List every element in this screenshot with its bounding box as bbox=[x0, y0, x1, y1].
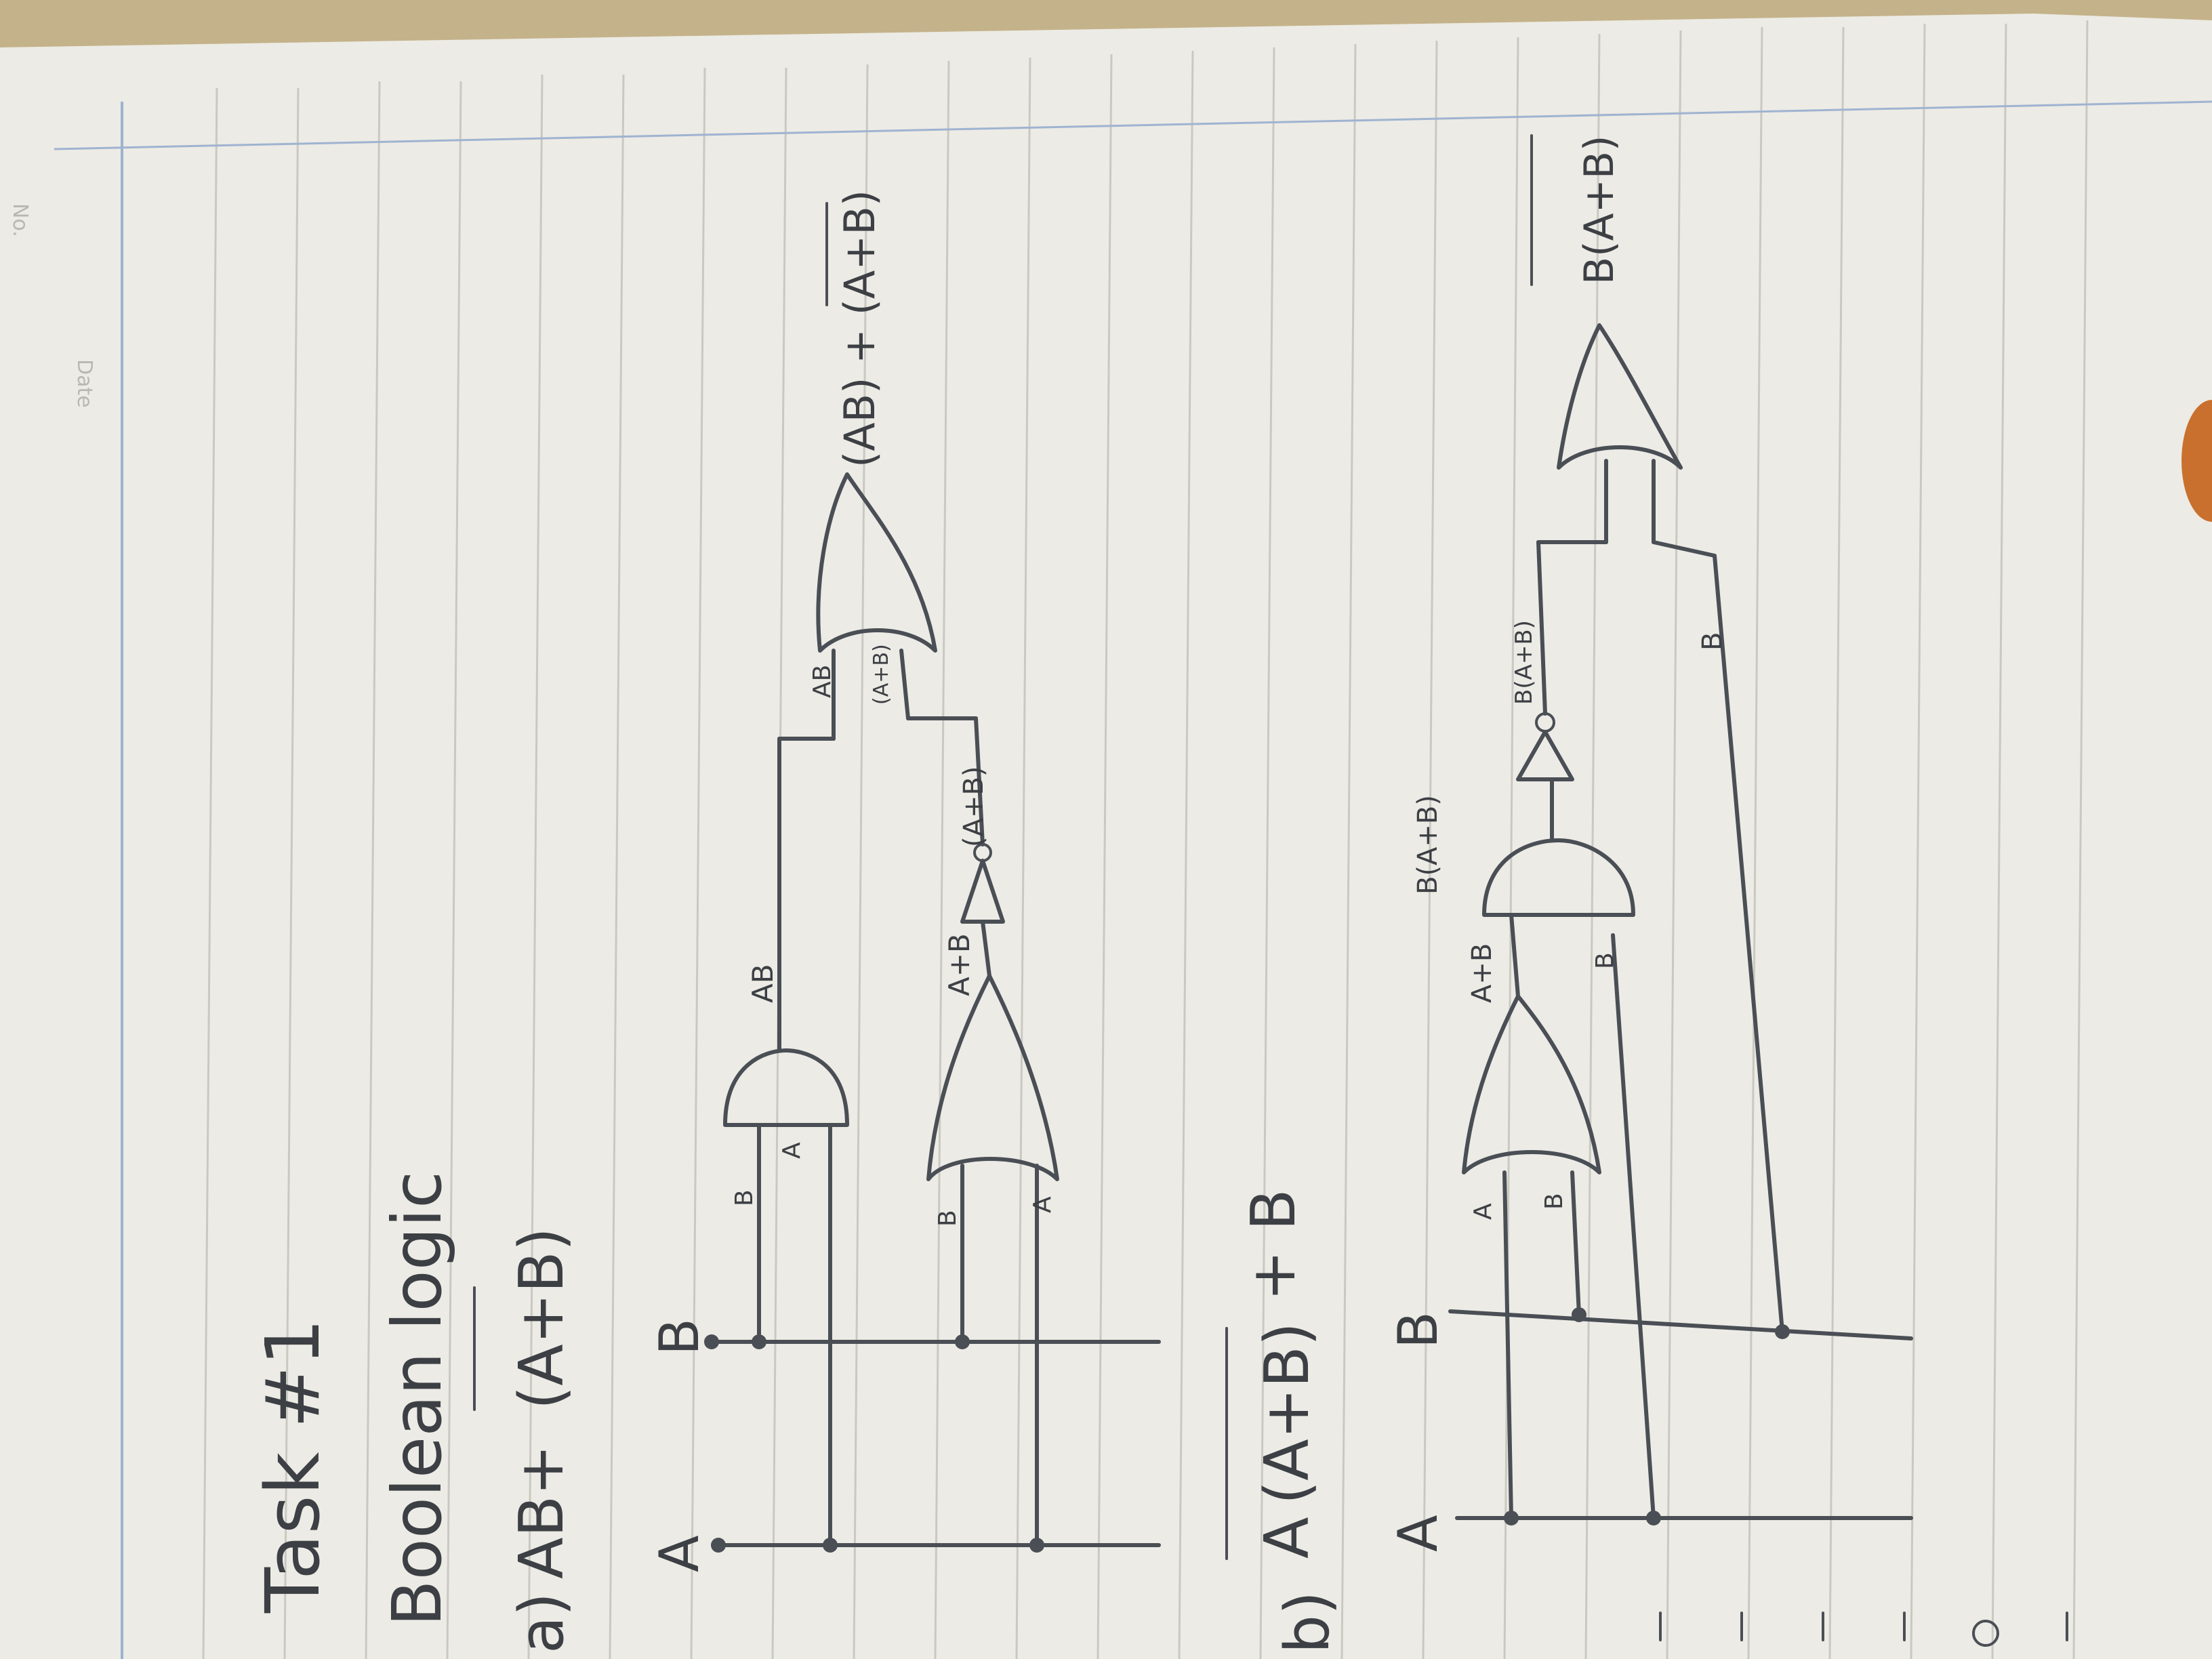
part-b-wire bbox=[1611, 933, 1656, 1520]
part-b-rail-b bbox=[1448, 1309, 1913, 1340]
part-a-input-b-label: B bbox=[648, 1318, 711, 1355]
part-b-expr-suffix: + B bbox=[1238, 1189, 1309, 1301]
part-a-or-output-label: A+B bbox=[943, 933, 976, 996]
part-b-final-in-b: B bbox=[1697, 632, 1728, 651]
part-b-and-in-b: B bbox=[1591, 952, 1619, 969]
part-a-final-in-ab: AB bbox=[808, 665, 836, 698]
part-b-wire bbox=[1502, 1170, 1513, 1520]
part-a-and-in-b: B bbox=[731, 1189, 758, 1206]
part-a-and-in-a: A bbox=[778, 1142, 806, 1159]
part-b-or-gate bbox=[1462, 994, 1601, 1174]
part-b-label: b) bbox=[1272, 1591, 1343, 1654]
part-a-wire bbox=[899, 649, 910, 720]
part-a-or-in-b: B bbox=[934, 1210, 962, 1227]
part-b-or-in-a: A bbox=[1469, 1203, 1497, 1220]
ruled-lines bbox=[202, 20, 2089, 1659]
part-b-wire bbox=[1652, 540, 1717, 558]
part-a-node-a bbox=[711, 1538, 726, 1553]
part-b-or-out-wire bbox=[1509, 913, 1520, 998]
part-a-expr-prefix: AB+ bbox=[506, 1444, 577, 1579]
part-a-input-a-label: A bbox=[648, 1535, 711, 1572]
orange-object bbox=[2182, 400, 2212, 522]
part-a-expr-overbar: (A+B) bbox=[506, 1227, 577, 1410]
part-b-and-output-label: B(A+B) bbox=[1412, 795, 1443, 895]
part-b-or-output-label: A+B bbox=[1467, 943, 1498, 1003]
part-a-or-in-a: A bbox=[1029, 1196, 1057, 1213]
part-a-not-out-wire bbox=[974, 716, 985, 846]
part-b-not-gate bbox=[1516, 730, 1574, 781]
part-a-and-output-label: AB bbox=[746, 964, 779, 1003]
topic-heading: Boolean logic bbox=[377, 1171, 457, 1626]
part-a-label: a) bbox=[506, 1593, 577, 1654]
date-label: Date bbox=[73, 359, 96, 408]
part-b-input-a-label: A bbox=[1387, 1515, 1450, 1552]
part-a-final-in-nor: (A+B) bbox=[869, 644, 893, 705]
no-label: No. bbox=[8, 203, 32, 237]
part-b-not-output-label: B(A+B) bbox=[1511, 620, 1538, 705]
part-b-output-expression: B(A+B) bbox=[1576, 136, 1623, 285]
part-a: a) AB+ (A+B) A B B bbox=[473, 190, 1161, 1654]
part-a-node-b bbox=[704, 1334, 719, 1349]
part-a-output-expression: (AB) + (A+B) bbox=[835, 190, 884, 468]
task-heading: Task #1 bbox=[249, 1318, 336, 1614]
part-b-or-in-b: B bbox=[1540, 1193, 1568, 1210]
part-b-and-gate bbox=[1482, 838, 1635, 917]
part-a-and-gate bbox=[723, 1048, 849, 1127]
part-a-or-gate bbox=[926, 974, 1059, 1181]
part-b-not-out-wire bbox=[1536, 540, 1547, 716]
part-a-final-or-gate bbox=[816, 472, 937, 653]
part-b-expr-overbar-term: (A+B) bbox=[1252, 1322, 1323, 1504]
part-a-not-output-label: (A+B) bbox=[958, 766, 989, 847]
part-b-wire bbox=[1570, 1170, 1581, 1317]
part-b: b) A (A+B) + B A B A B bbox=[1225, 134, 1913, 1654]
part-a-not-gate bbox=[960, 859, 1005, 924]
part-b-input-b-label: B bbox=[1387, 1311, 1450, 1349]
part-b-expr-a: A bbox=[1252, 1517, 1323, 1559]
part-a-or-out-wire bbox=[981, 920, 991, 978]
bottom-margin-marks bbox=[1659, 1612, 2068, 1647]
part-b-final-gate bbox=[1557, 323, 1683, 470]
part-b-wire bbox=[1713, 554, 1784, 1334]
top-margin-line bbox=[54, 100, 2212, 150]
